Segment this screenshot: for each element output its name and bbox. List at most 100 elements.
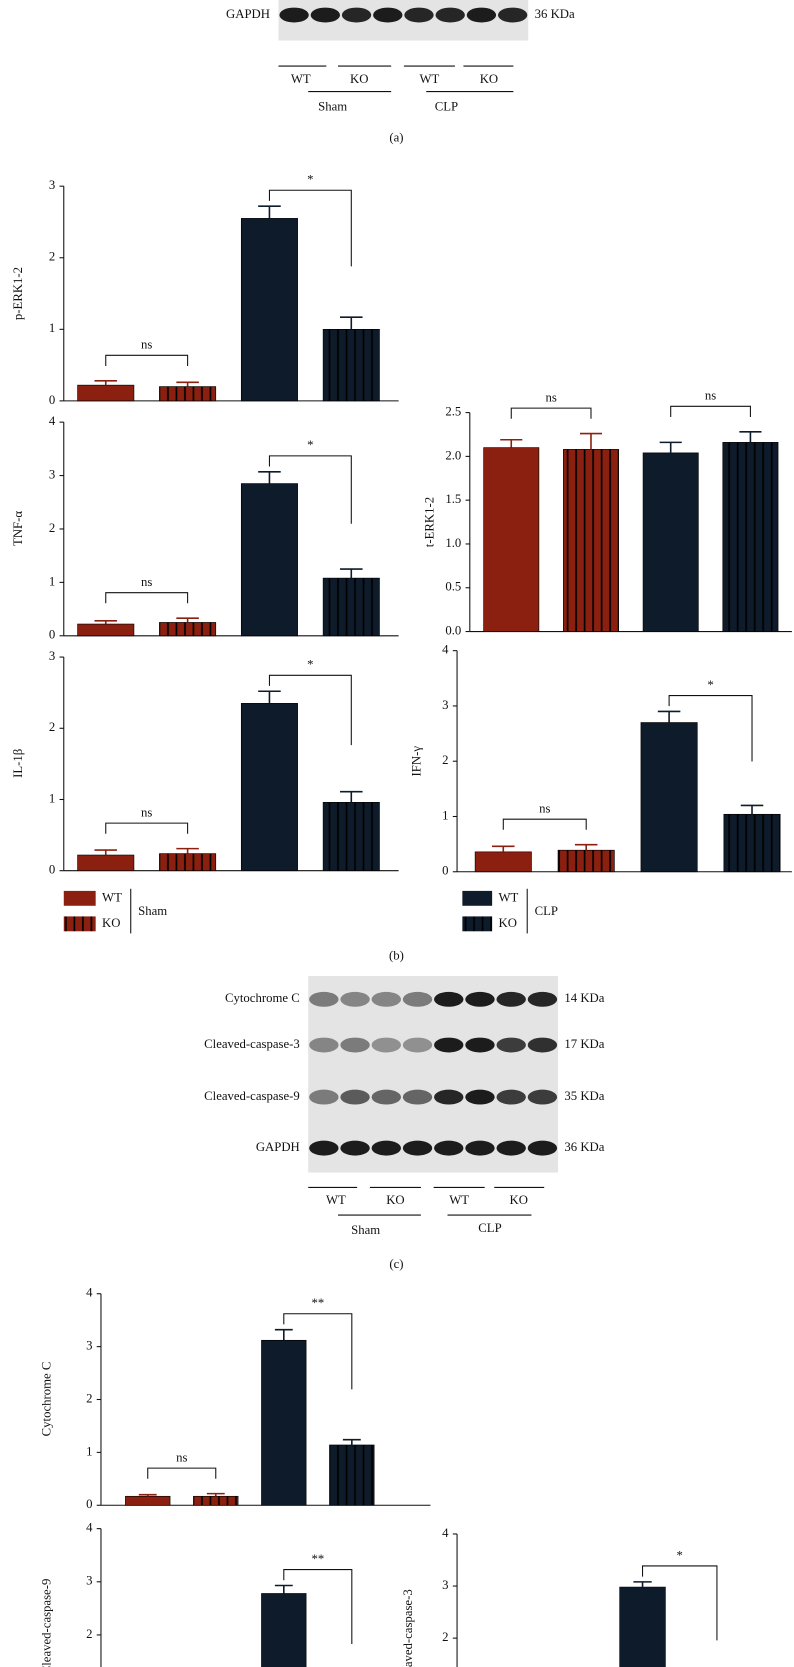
bar [322, 577, 380, 637]
lane-label: WT [291, 72, 311, 86]
error-bar [492, 845, 515, 852]
y-tick-label: 4 [442, 643, 449, 657]
blot-band [465, 1089, 495, 1105]
blot-band [434, 1089, 464, 1105]
blot-band [341, 7, 372, 23]
bar [240, 483, 298, 637]
significance-bracket [105, 822, 189, 834]
blot-band [309, 1140, 339, 1156]
blot-band [527, 991, 558, 1007]
blot-band [497, 7, 528, 23]
y-axis-label: IFN-γ [410, 746, 424, 777]
group-label: Sham [351, 1223, 380, 1237]
error-bar [274, 1328, 293, 1341]
blot-band [435, 7, 465, 23]
panel-label: (c) [389, 1257, 403, 1271]
blot-band [434, 1037, 464, 1053]
blot-band [310, 7, 340, 23]
error-bar [94, 620, 118, 625]
significance-bracket [668, 695, 753, 762]
group-label: CLP [435, 99, 458, 113]
blot-image [308, 975, 559, 1173]
y-axis-label: Cleaved-caspase-9 [40, 1579, 54, 1667]
blot-band [340, 991, 370, 1007]
significance-bracket [670, 405, 751, 417]
y-tick-label: 0.5 [445, 580, 461, 594]
blot-band [340, 1037, 370, 1053]
error-bar [176, 847, 199, 854]
blot-band [465, 1140, 495, 1156]
y-axis-label: Cytochrome C [40, 1362, 54, 1437]
bar [722, 442, 779, 632]
error-bar [206, 1492, 225, 1497]
y-tick-label: 0 [49, 863, 55, 877]
blot-band [404, 7, 434, 23]
bar [474, 851, 532, 873]
y-tick-label: 3 [49, 649, 55, 663]
blot-band [402, 1037, 433, 1053]
y-tick-label: 4 [86, 1521, 93, 1535]
legend-label: WT [102, 890, 122, 904]
legend-swatch [462, 890, 493, 906]
bar [483, 447, 540, 632]
y-tick-label: 1.0 [445, 536, 461, 550]
error-bar [342, 1438, 361, 1445]
blot-row-label: GAPDH [226, 7, 270, 21]
significance-bracket [283, 1313, 353, 1390]
bar [563, 449, 619, 632]
y-tick-label: 2 [86, 1391, 92, 1405]
significance-label: ns [176, 1450, 187, 1464]
lane-label: WT [326, 1193, 346, 1207]
bar [723, 813, 781, 873]
error-bar [258, 471, 281, 484]
bar [193, 1495, 239, 1506]
blot-band [340, 1089, 370, 1105]
error-bar [633, 1581, 652, 1588]
y-tick-label: 1 [86, 1444, 92, 1458]
y-tick-label: 0.0 [445, 623, 461, 637]
y-tick-label: 2 [442, 1630, 448, 1644]
bar [322, 802, 380, 872]
bar [642, 452, 699, 632]
blot-band [527, 1140, 558, 1156]
group-label: Sham [318, 99, 347, 113]
blot-size-label: 14 KDa [564, 991, 604, 1005]
bar [159, 622, 217, 637]
significance-bracket [283, 1569, 353, 1644]
blot-row-label: Cleaved-caspase-3 [204, 1037, 300, 1051]
blot-size-label: 17 KDa [564, 1037, 604, 1051]
error-bar [657, 710, 681, 723]
significance-bracket [105, 354, 189, 366]
significance-label: ns [141, 805, 152, 819]
y-tick-label: 2 [49, 521, 55, 535]
y-axis-label: t-ERK1-2 [422, 497, 436, 547]
y-tick-label: 4 [442, 1526, 449, 1540]
error-bar [258, 690, 281, 704]
bar [240, 218, 298, 402]
bar [159, 386, 217, 402]
lane-label: WT [420, 72, 440, 86]
lane-label: KO [509, 1193, 527, 1207]
panel-label: (a) [389, 130, 403, 144]
blot-band [466, 7, 497, 23]
blot-band [402, 1140, 433, 1156]
blot-band [373, 7, 403, 23]
legend-group: Sham [138, 904, 167, 918]
significance-bracket [105, 592, 189, 604]
blot-band [309, 1089, 339, 1105]
group-label: CLP [478, 1221, 501, 1235]
error-bar [574, 843, 598, 851]
error-bar [340, 790, 363, 803]
bar [619, 1586, 666, 1667]
error-bar [340, 568, 363, 579]
y-tick-label: 3 [86, 1574, 92, 1588]
significance-label: * [707, 678, 713, 692]
y-axis-label: p-ERK1-2 [11, 267, 25, 320]
legend-swatch [462, 916, 493, 932]
error-bar [138, 1493, 157, 1497]
blot-band [309, 1037, 339, 1053]
blot-band [496, 991, 526, 1007]
significance-label: ns [545, 390, 556, 404]
significance-bracket [268, 455, 352, 524]
y-tick-label: 0 [86, 1497, 92, 1511]
